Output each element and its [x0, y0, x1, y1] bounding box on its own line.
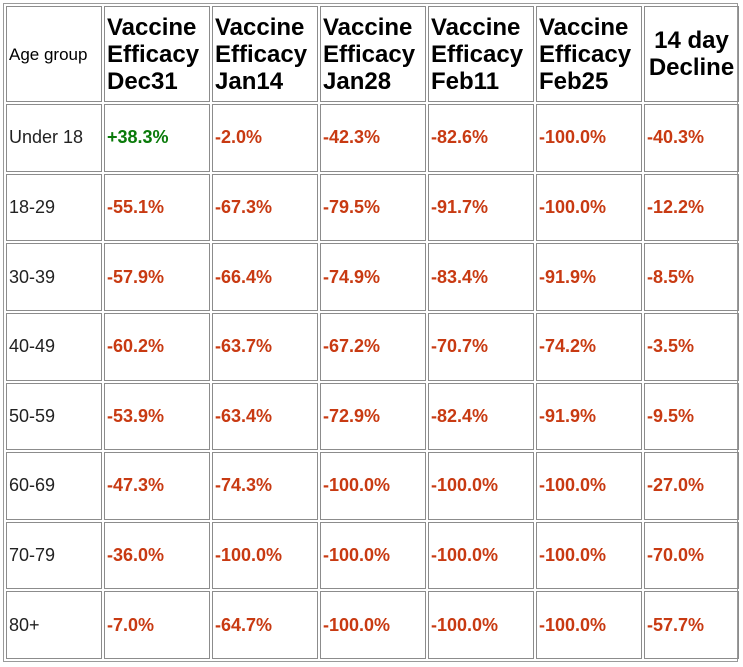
efficacy-cell: -74.2% — [536, 312, 642, 381]
efficacy-cell: -79.5% — [320, 173, 426, 242]
efficacy-cell: -55.1% — [104, 173, 210, 242]
efficacy-cell: -83.4% — [428, 243, 534, 311]
table-row: 70-79 -36.0% -100.0% -100.0% -100.0% -100.0% -… — [6, 521, 739, 590]
efficacy-cell: -100.0% — [536, 452, 642, 520]
age-group-cell: 60-69 — [6, 452, 102, 520]
age-group-cell: 30-39 — [6, 243, 102, 311]
efficacy-table-container: Age group Vaccine Efficacy Dec31 Vaccine… — [3, 3, 741, 662]
efficacy-cell: -82.6% — [428, 104, 534, 172]
efficacy-cell: -53.9% — [104, 382, 210, 451]
efficacy-cell: -100.0% — [536, 591, 642, 659]
efficacy-cell: -70.7% — [428, 312, 534, 381]
efficacy-cell: -47.3% — [104, 452, 210, 520]
efficacy-cell: -72.9% — [320, 382, 426, 451]
efficacy-cell: -100.0% — [536, 104, 642, 172]
efficacy-cell: -63.4% — [212, 382, 318, 451]
efficacy-cell: -7.0% — [104, 591, 210, 659]
efficacy-cell: -91.7% — [428, 173, 534, 242]
decline-cell: -70.0% — [644, 521, 739, 590]
table-row: 30-39 -57.9% -66.4% -74.9% -83.4% -91.9% -8.5% — [6, 243, 739, 311]
efficacy-cell: +38.3% — [104, 104, 210, 172]
table-row: Under 18 +38.3% -2.0% -42.3% -82.6% -100.0% -4… — [6, 104, 739, 172]
decline-cell: -8.5% — [644, 243, 739, 311]
decline-cell: -27.0% — [644, 452, 739, 520]
table-row: 40-49 -60.2% -63.7% -67.2% -70.7% -74.2% -3.5% — [6, 312, 739, 381]
header-14-day-decline: 14 day Decline — [644, 6, 739, 102]
decline-cell: -9.5% — [644, 382, 739, 451]
efficacy-cell: -42.3% — [320, 104, 426, 172]
efficacy-cell: -60.2% — [104, 312, 210, 381]
efficacy-cell: -100.0% — [536, 521, 642, 590]
efficacy-cell: -82.4% — [428, 382, 534, 451]
header-age-group: Age group — [6, 6, 102, 102]
efficacy-cell: -63.7% — [212, 312, 318, 381]
header-efficacy-feb25: Vaccine Efficacy Feb25 — [536, 6, 642, 102]
age-group-cell: 50-59 — [6, 382, 102, 451]
decline-cell: -40.3% — [644, 104, 739, 172]
efficacy-cell: -67.3% — [212, 173, 318, 242]
table-body: Under 18 +38.3% -2.0% -42.3% -82.6% -100.0% -4… — [6, 104, 739, 659]
efficacy-cell: -100.0% — [428, 591, 534, 659]
age-group-cell: 80+ — [6, 591, 102, 659]
table-row: 50-59 -53.9% -63.4% -72.9% -82.4% -91.9% -9.5% — [6, 382, 739, 451]
efficacy-cell: -100.0% — [320, 452, 426, 520]
age-group-cell: 70-79 — [6, 521, 102, 590]
efficacy-cell: -66.4% — [212, 243, 318, 311]
efficacy-cell: -67.2% — [320, 312, 426, 381]
efficacy-cell: -64.7% — [212, 591, 318, 659]
table-row: 18-29 -55.1% -67.3% -79.5% -91.7% -100.0% -12.… — [6, 173, 739, 242]
efficacy-cell: -100.0% — [536, 173, 642, 242]
efficacy-cell: -100.0% — [320, 521, 426, 590]
efficacy-cell: -36.0% — [104, 521, 210, 590]
decline-cell: -57.7% — [644, 591, 739, 659]
header-efficacy-feb11: Vaccine Efficacy Feb11 — [428, 6, 534, 102]
table-row: 60-69 -47.3% -74.3% -100.0% -100.0% -100.0% -2… — [6, 452, 739, 520]
header-row: Age group Vaccine Efficacy Dec31 Vaccine… — [6, 6, 739, 102]
efficacy-cell: -100.0% — [428, 452, 534, 520]
decline-cell: -12.2% — [644, 173, 739, 242]
efficacy-cell: -100.0% — [320, 591, 426, 659]
decline-cell: -3.5% — [644, 312, 739, 381]
efficacy-cell: -91.9% — [536, 243, 642, 311]
efficacy-cell: -2.0% — [212, 104, 318, 172]
table-row: 80+ -7.0% -64.7% -100.0% -100.0% -100.0% -57.7… — [6, 591, 739, 659]
efficacy-cell: -91.9% — [536, 382, 642, 451]
age-group-cell: Under 18 — [6, 104, 102, 172]
efficacy-cell: -100.0% — [212, 521, 318, 590]
efficacy-cell: -74.9% — [320, 243, 426, 311]
header-efficacy-dec31: Vaccine Efficacy Dec31 — [104, 6, 210, 102]
efficacy-cell: -57.9% — [104, 243, 210, 311]
efficacy-cell: -74.3% — [212, 452, 318, 520]
age-group-cell: 40-49 — [6, 312, 102, 381]
header-efficacy-jan14: Vaccine Efficacy Jan14 — [212, 6, 318, 102]
vaccine-efficacy-table: Age group Vaccine Efficacy Dec31 Vaccine… — [4, 4, 741, 661]
header-efficacy-jan28: Vaccine Efficacy Jan28 — [320, 6, 426, 102]
age-group-cell: 18-29 — [6, 173, 102, 242]
efficacy-cell: -100.0% — [428, 521, 534, 590]
